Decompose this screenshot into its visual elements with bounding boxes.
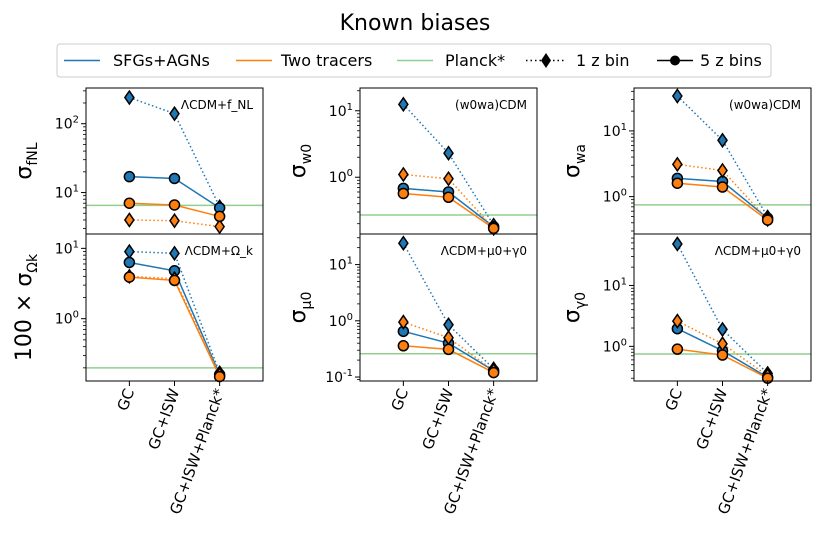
panel-annotation: ΛCDM+f_NL [181, 98, 253, 112]
data-point-circle [761, 214, 774, 226]
legend-label-planck: Planck* [445, 51, 505, 70]
ytick-label: 100 [55, 310, 79, 328]
series-line [403, 321, 495, 372]
data-point-diamond [123, 243, 135, 260]
ytick-label: 101 [329, 256, 353, 274]
y-axis-label: σw0 [286, 144, 315, 178]
xtick-label: GC+ISW [693, 386, 732, 452]
data-point-circle [487, 366, 500, 379]
data-point-diamond [717, 321, 728, 338]
data-point-diamond [443, 145, 454, 162]
series-line [677, 320, 769, 377]
data-point-diamond [397, 96, 409, 113]
legend-label-sfg: SFGs+AGNs [113, 51, 210, 70]
data-point-circle [168, 172, 181, 185]
ytick-label: 102 [55, 115, 79, 133]
data-point-circle [213, 370, 226, 383]
data-point-diamond [397, 314, 409, 330]
xtick-label: GC+ISW [145, 386, 184, 452]
ytick-label: 101 [603, 276, 627, 294]
data-point-circle [442, 191, 455, 203]
legend-label-1zbin: 1 z bin [576, 51, 630, 70]
series-line [676, 95, 769, 218]
panel-annotation: (w0wa)CDM [729, 98, 801, 112]
series-line [129, 276, 221, 377]
xtick-label: GC+ISW [419, 386, 458, 452]
ytick-label: 101 [55, 184, 79, 202]
data-point-diamond [123, 212, 135, 228]
xtick-label: GC [114, 386, 138, 413]
data-point-diamond [671, 88, 683, 104]
data-point-circle [123, 271, 136, 283]
data-point-circle [442, 343, 455, 356]
legend: SFGs+AGNs Two tracers Planck* 1 z bin 5 … [56, 43, 772, 78]
data-point-circle [487, 222, 500, 235]
panel-2: 100 101 (w0wa)CDM σw0 [286, 87, 538, 237]
data-point-circle [671, 343, 684, 355]
series-line [129, 275, 221, 375]
panel-1: 101 102 ΛCDM+f_NL σfNL [12, 87, 264, 235]
data-point-diamond [671, 236, 683, 252]
panel-annotation: ΛCDM+μ0+γ0 [441, 244, 527, 258]
data-point-circle [397, 187, 410, 200]
y-axis-label: 100 × σΩk [12, 253, 41, 361]
panel-annotation: (w0wa)CDM [455, 98, 527, 112]
legend-marker-circle [670, 55, 680, 66]
data-point-circle [671, 177, 684, 189]
data-point-circle [716, 349, 729, 361]
data-point-circle [213, 210, 226, 223]
data-point-diamond [671, 313, 683, 329]
ytick-label: 10-1 [325, 368, 353, 386]
data-point-diamond [169, 105, 180, 122]
data-point-diamond [671, 156, 683, 173]
y-axis-label: σγ0 [560, 292, 589, 323]
ytick-label: 101 [55, 239, 79, 257]
data-point-diamond [443, 316, 454, 333]
ytick-label: 101 [329, 102, 353, 120]
data-point-circle [397, 340, 410, 352]
ytick-label: 100 [603, 337, 627, 355]
ytick-label: 101 [603, 122, 627, 140]
y-axis-label: σμ0 [286, 292, 315, 324]
data-point-circle [716, 181, 729, 193]
panel-annotation: ΛCDM+μ0+γ0 [715, 244, 801, 258]
data-point-diamond [717, 162, 728, 179]
data-point-circle [123, 256, 136, 269]
data-point-diamond [397, 235, 409, 252]
y-axis-label: σwa [560, 144, 589, 178]
xtick-label: GC [662, 386, 686, 413]
series-line [129, 96, 221, 208]
series-line [402, 103, 495, 226]
figure-title: Known biases [340, 11, 491, 36]
legend-label-5zbins: 5 z bins [700, 51, 762, 70]
ytick-label: 100 [329, 312, 353, 330]
legend-label-two-tracers: Two tracers [280, 51, 372, 70]
data-point-diamond [717, 132, 728, 149]
panel-3: 100 101 (w0wa)CDM σwa [560, 87, 812, 235]
data-point-circle [168, 199, 181, 211]
data-point-diamond [443, 170, 454, 187]
panel-annotation: ΛCDM+Ω_k [185, 244, 253, 258]
xtick-label: GC [388, 386, 412, 413]
data-point-circle [123, 197, 136, 209]
data-point-diamond [123, 89, 135, 106]
y-axis-label: σfNL [12, 142, 41, 179]
data-point-circle [123, 170, 136, 183]
data-point-diamond [397, 166, 409, 183]
legend-marker-diamond [541, 53, 551, 68]
data-point-diamond [169, 245, 180, 262]
data-point-diamond [214, 218, 226, 235]
data-point-circle [168, 274, 181, 287]
ytick-label: 100 [603, 188, 627, 206]
ytick-label: 100 [329, 168, 353, 186]
data-point-diamond [169, 212, 180, 229]
